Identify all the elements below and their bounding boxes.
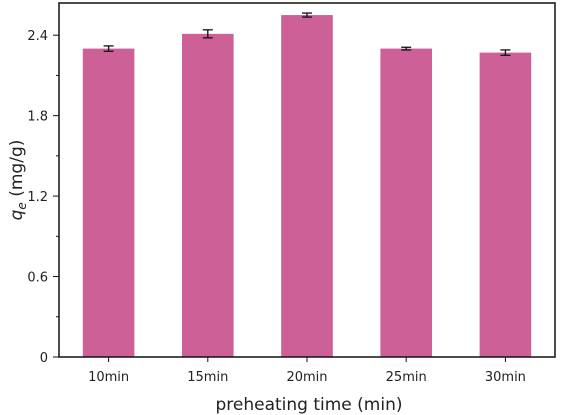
y-tick-label-1: 0.6 <box>27 271 48 286</box>
y-tick-label-3: 1.8 <box>27 110 48 125</box>
bar-15min <box>182 33 234 357</box>
bar-25min <box>380 48 432 357</box>
x-tick-label-20min: 20min <box>286 370 327 385</box>
error-bars-group <box>103 12 511 56</box>
y-axis: 0 0.6 1.2 1.8 2.4 <box>27 29 59 366</box>
y-tick-label-0: 0 <box>40 351 48 366</box>
x-axis: 10min 15min 20min 25min 30min <box>88 357 526 385</box>
bars-group <box>82 15 532 358</box>
bar-10min <box>82 48 135 357</box>
y-axis-unit: (mg/g) <box>7 140 27 203</box>
bar-20min <box>281 15 333 358</box>
y-axis-subscript: e <box>15 202 29 209</box>
x-tick-label-15min: 15min <box>187 370 228 385</box>
y-tick-label-4: 2.4 <box>27 29 48 44</box>
x-tick-label-30min: 30min <box>485 370 526 385</box>
y-axis-symbol: q <box>7 209 27 220</box>
y-axis-title: qe (mg/g) <box>7 140 29 221</box>
y-tick-label-2: 1.2 <box>27 190 48 205</box>
bar-30min <box>479 52 532 357</box>
x-tick-label-25min: 25min <box>386 370 427 385</box>
x-axis-title: preheating time (min) <box>215 395 402 415</box>
x-tick-label-10min: 10min <box>88 370 129 385</box>
